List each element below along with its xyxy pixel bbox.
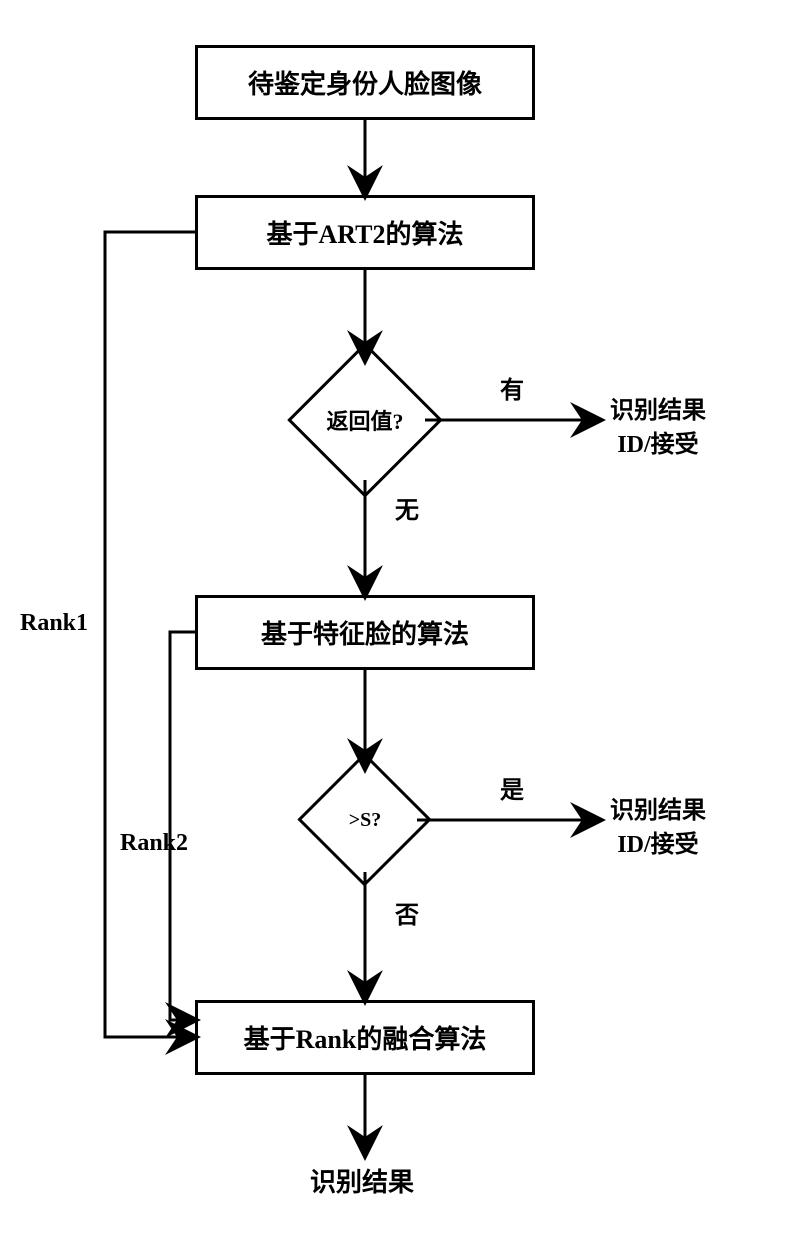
- label-yes: 是: [500, 770, 524, 805]
- node-input-text: 待鉴定身份人脸图像: [248, 64, 482, 101]
- label-rank1: Rank1: [20, 610, 88, 637]
- output-result1-line2: ID/接受: [617, 432, 698, 458]
- node-fusion-text: 基于Rank的融合算法: [244, 1019, 487, 1056]
- output-result1-line1: 识别结果: [610, 398, 706, 424]
- output-result2-line1: 识别结果: [610, 798, 706, 824]
- output-result1: 识别结果 ID/接受: [610, 395, 706, 462]
- label-has: 有: [500, 370, 524, 405]
- node-feature: 基于特征脸的算法: [195, 595, 535, 670]
- node-art2: 基于ART2的算法: [195, 195, 535, 270]
- node-fusion: 基于Rank的融合算法: [195, 1000, 535, 1075]
- label-no: 否: [395, 895, 419, 930]
- node-diamond1: [287, 342, 443, 498]
- node-diamond2: [297, 752, 431, 886]
- label-rank2: Rank2: [120, 830, 188, 857]
- node-art2-text: 基于ART2的算法: [267, 214, 464, 251]
- output-final: 识别结果: [310, 1165, 414, 1201]
- output-result2-line2: ID/接受: [617, 832, 698, 858]
- node-feature-text: 基于特征脸的算法: [261, 614, 469, 651]
- output-result2: 识别结果 ID/接受: [610, 795, 706, 862]
- label-none: 无: [395, 490, 419, 525]
- node-input: 待鉴定身份人脸图像: [195, 45, 535, 120]
